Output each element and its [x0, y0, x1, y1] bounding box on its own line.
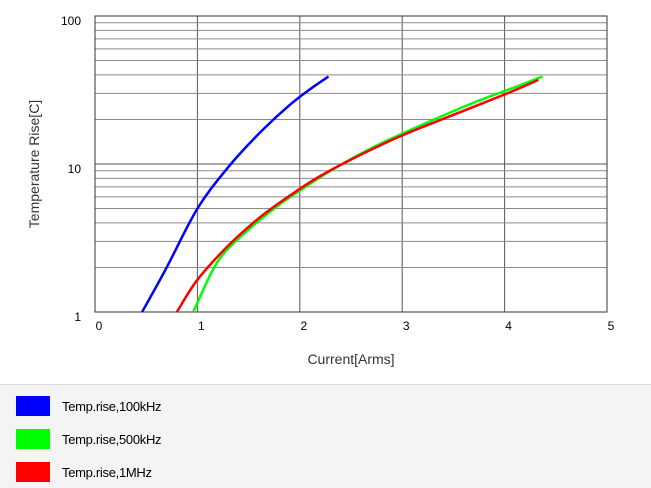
x-tick-label: 1	[198, 319, 205, 333]
legend: Temp.rise,100kHz Temp.rise,500kHz Temp.r…	[0, 384, 651, 488]
legend-label-1mhz: Temp.rise,1MHz	[62, 464, 152, 480]
x-tick-label: 0	[96, 319, 103, 333]
legend-label-500khz: Temp.rise,500kHz	[62, 431, 162, 447]
y-tick-label: 100	[61, 14, 81, 28]
legend-swatch-500khz	[16, 429, 50, 449]
x-tick-label: 2	[300, 319, 307, 333]
y-tick-label: 1	[74, 310, 81, 324]
series-line-1mhz	[175, 78, 539, 313]
legend-label-100khz: Temp.rise,100kHz	[62, 398, 162, 414]
y-tick-label: 10	[68, 162, 82, 176]
y-tick-labels: 1 10 100	[61, 14, 81, 324]
legend-swatch-1mhz	[16, 462, 50, 482]
series-line-100khz	[141, 75, 330, 313]
legend-item-1mhz: Temp.rise,1MHz	[16, 461, 152, 483]
x-tick-labels: 0 1 2 3 4 5	[96, 319, 615, 333]
y-axis-label: Temperature Rise[C]	[26, 100, 42, 228]
chart: 0 1 2 3 4 5 1 10 100 Current[Arms] Temperature …	[26, 14, 615, 367]
plot-frame	[94, 15, 608, 313]
x-axis-label: Current[Arms]	[307, 351, 394, 367]
x-tick-label: 4	[505, 319, 512, 333]
x-tick-label: 5	[608, 319, 615, 333]
series-lines	[141, 75, 543, 313]
legend-swatch-100khz	[16, 396, 50, 416]
x-tick-label: 3	[403, 319, 410, 333]
grid-lines	[94, 16, 608, 313]
legend-item-100khz: Temp.rise,100kHz	[16, 395, 162, 417]
legend-item-500khz: Temp.rise,500kHz	[16, 428, 162, 450]
